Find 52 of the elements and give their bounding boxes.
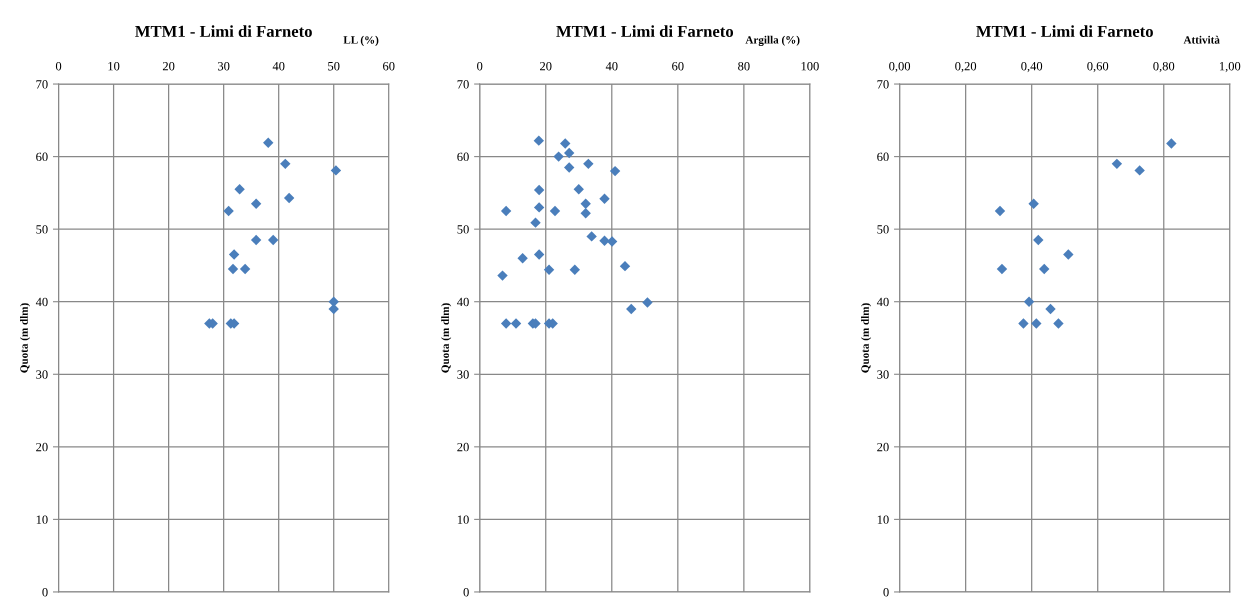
y-tick-label: 70 [877, 80, 889, 89]
x-axis-title: Argilla (%) [745, 35, 800, 46]
y-tick-label: 20 [36, 442, 48, 452]
y-tick-label: 10 [877, 515, 889, 524]
y-axis-title: Quota (m dlm) [20, 303, 31, 373]
x-tick-label: 30 [218, 61, 230, 71]
y-tick-label: 20 [457, 442, 469, 452]
y-tick-label: 60 [457, 152, 469, 162]
y-tick-label: 30 [457, 370, 469, 379]
y-tick-label: 40 [457, 297, 469, 307]
x-tick-label: 40 [272, 61, 285, 71]
x-tick-label: 10 [108, 61, 120, 71]
y-tick-label: 20 [877, 442, 889, 452]
y-tick-label: 70 [457, 80, 469, 89]
y-tick-label: 0 [883, 587, 889, 597]
x-tick-label: 60 [672, 61, 684, 71]
x-tick-label: 0,00 [889, 61, 911, 73]
x-tick-label: 50 [328, 61, 340, 71]
x-tick-label: 40 [605, 61, 618, 71]
y-tick-label: 40 [876, 297, 889, 307]
x-tick-label: 0,20 [955, 61, 977, 73]
y-axis-title: Quota (m dlm) [441, 303, 452, 373]
y-tick-label: 70 [36, 80, 48, 89]
y-tick-label: 30 [877, 370, 889, 379]
x-tick-label: 60 [383, 61, 395, 71]
y-tick-label: 60 [877, 152, 889, 162]
chart-title: MTM1 - Limi di Farneto [135, 25, 312, 37]
x-tick-label: 100 [801, 61, 819, 71]
x-tick-label: 20 [540, 61, 552, 71]
y-tick-label: 0 [42, 587, 48, 597]
y-tick-label: 60 [36, 152, 48, 162]
y-tick-label: 50 [457, 225, 469, 234]
y-tick-label: 10 [457, 515, 469, 524]
chart-title: MTM1 - Limi di Farneto [976, 25, 1153, 37]
x-tick-label: 0,60 [1087, 61, 1109, 73]
y-tick-label: 0 [463, 587, 469, 597]
y-tick-label: 50 [36, 225, 48, 234]
y-tick-label: 40 [35, 297, 48, 307]
x-tick-label: 0,40 [1021, 61, 1043, 73]
y-tick-label: 10 [36, 515, 48, 524]
x-tick-label: 0 [55, 61, 62, 71]
x-axis-title: Attività [1183, 35, 1220, 44]
y-axis-title: Quota (m dlm) [861, 303, 872, 373]
chart-title: MTM1 - Limi di Farneto [556, 25, 734, 37]
x-axis-title: LL (%) [343, 35, 379, 46]
x-tick-label: 0 [477, 61, 483, 71]
x-tick-label: 80 [738, 61, 750, 71]
y-tick-label: 50 [877, 225, 889, 234]
x-tick-label: 20 [162, 61, 175, 71]
y-tick-label: 30 [36, 370, 48, 379]
x-tick-label: 1,00 [1219, 61, 1241, 73]
x-tick-label: 0,80 [1153, 61, 1175, 73]
